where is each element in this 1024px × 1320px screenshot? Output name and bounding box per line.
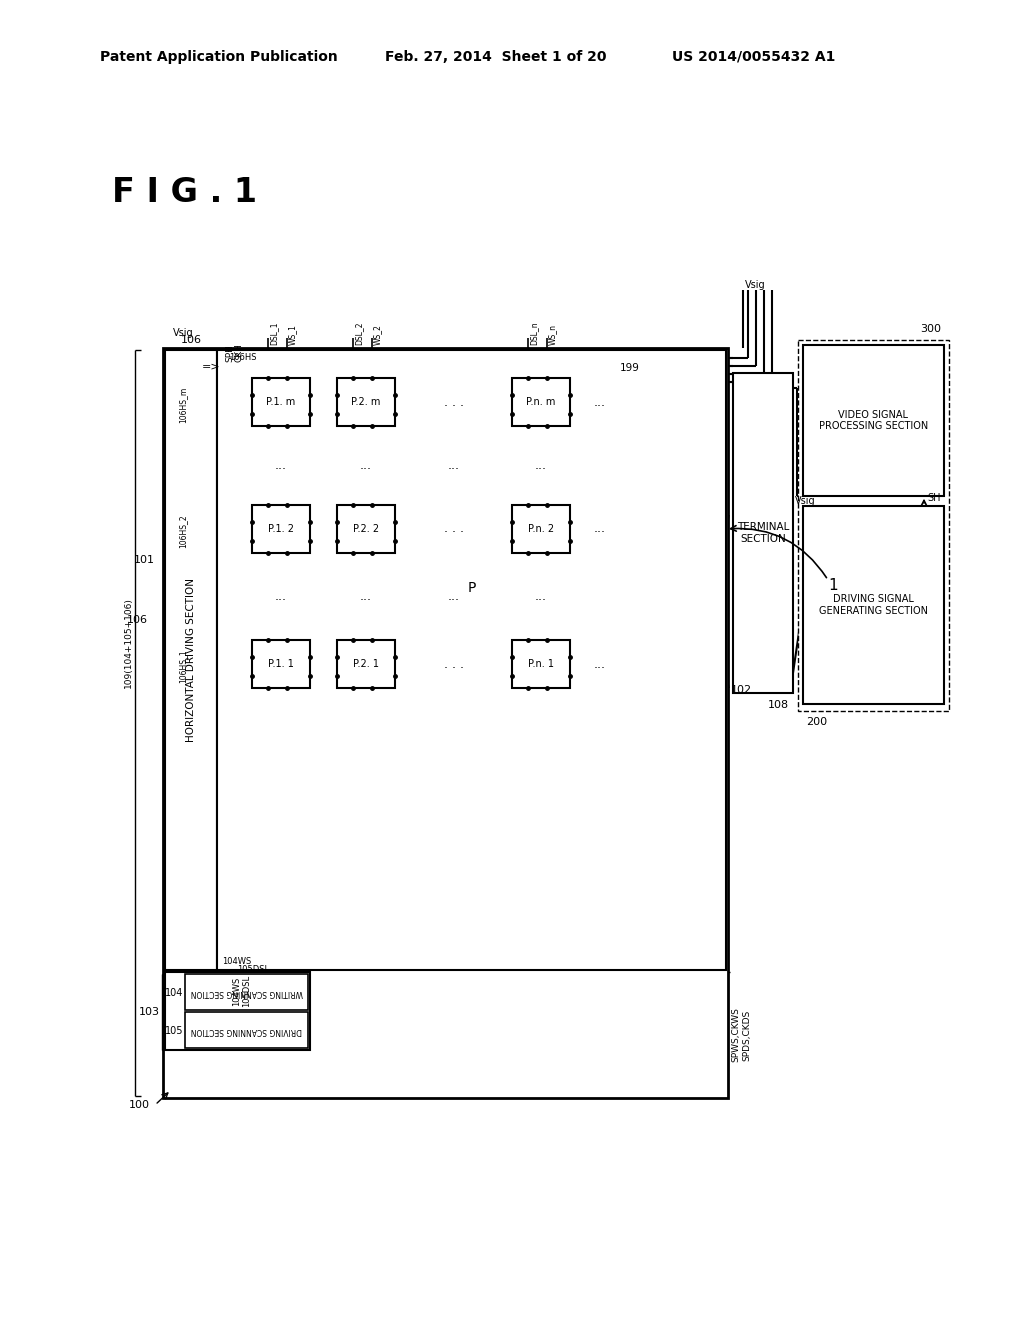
Text: DSL_n: DSL_n [529, 321, 539, 345]
Text: ...: ... [594, 657, 606, 671]
Bar [163, 348, 728, 1098]
Text: 101: 101 [134, 554, 155, 565]
Text: =>: => [202, 360, 220, 371]
Text: WS_2: WS_2 [373, 325, 382, 345]
Bar [217, 350, 726, 970]
Text: 300: 300 [920, 323, 941, 334]
Bar [252, 506, 310, 553]
Text: VIDEO SIGNAL
PROCESSING SECTION: VIDEO SIGNAL PROCESSING SECTION [819, 409, 928, 432]
Text: CKH: CKH [234, 343, 244, 363]
Text: SH: SH [927, 492, 940, 503]
Text: 109(104+105+106): 109(104+105+106) [124, 598, 132, 689]
Text: 106HS_m: 106HS_m [178, 387, 187, 422]
Text: P.n. 2: P.n. 2 [528, 524, 554, 535]
Text: P.2. 2: P.2. 2 [353, 524, 379, 535]
Text: WRITING SCANNING SECTION: WRITING SCANNING SECTION [190, 989, 303, 998]
Text: 108: 108 [767, 700, 788, 710]
Text: ...: ... [535, 590, 547, 603]
Text: F I G . 1: F I G . 1 [112, 177, 257, 210]
Text: ...: ... [594, 396, 606, 408]
Bar [798, 341, 949, 711]
Text: Vsig: Vsig [795, 496, 816, 506]
Bar [185, 1012, 308, 1048]
Text: WS_n: WS_n [548, 323, 557, 345]
Text: 105DSL: 105DSL [237, 965, 269, 974]
Text: 106: 106 [127, 615, 148, 624]
Bar [803, 506, 944, 704]
Text: ...: ... [275, 590, 287, 603]
Text: 104WS: 104WS [222, 957, 251, 966]
Text: . . .: . . . [443, 396, 464, 408]
Text: DSL_1: DSL_1 [269, 322, 279, 345]
Text: WS_1: WS_1 [288, 325, 297, 345]
Text: ...: ... [447, 590, 460, 603]
Text: P.2. m: P.2. m [351, 397, 381, 407]
Text: . . .: . . . [443, 657, 464, 671]
Text: ...: ... [594, 523, 606, 536]
Text: ...: ... [360, 590, 372, 603]
Text: ...: ... [275, 459, 287, 473]
Text: 106HS_2: 106HS_2 [178, 515, 187, 548]
Bar [165, 350, 217, 970]
Text: HORIZONTAL DRIVING SECTION: HORIZONTAL DRIVING SECTION [186, 578, 196, 742]
Text: . . .: . . . [443, 523, 464, 536]
Bar [252, 378, 310, 426]
Text: 104WS: 104WS [232, 977, 241, 1006]
Text: P.1. 2: P.1. 2 [268, 524, 294, 535]
Bar [252, 640, 310, 688]
Text: 106: 106 [180, 335, 202, 345]
Text: TERMINAL
SECTION: TERMINAL SECTION [737, 523, 790, 544]
Text: P: P [467, 581, 476, 595]
Text: 1: 1 [828, 578, 838, 593]
Text: Patent Application Publication: Patent Application Publication [100, 50, 338, 63]
Bar [803, 345, 944, 496]
Bar [512, 640, 570, 688]
Text: P.1. 1: P.1. 1 [268, 659, 294, 669]
Text: 106HS: 106HS [229, 354, 256, 363]
Text: 102: 102 [731, 685, 752, 696]
Text: 104: 104 [165, 987, 183, 998]
Bar [165, 972, 310, 1049]
Bar [185, 974, 308, 1010]
Bar [512, 506, 570, 553]
Text: Vsig: Vsig [745, 280, 766, 290]
Text: Feb. 27, 2014  Sheet 1 of 20: Feb. 27, 2014 Sheet 1 of 20 [385, 50, 606, 63]
Text: P.2. 1: P.2. 1 [353, 659, 379, 669]
Text: 100: 100 [129, 1100, 150, 1110]
Text: 199: 199 [620, 363, 640, 374]
Text: US 2014/0055432 A1: US 2014/0055432 A1 [672, 50, 836, 63]
Text: ...: ... [535, 459, 547, 473]
Text: DSL_2: DSL_2 [354, 322, 364, 345]
Text: SPWS,CKWS: SPWS,CKWS [731, 1007, 740, 1063]
Text: 105: 105 [165, 1026, 183, 1036]
Bar [733, 374, 793, 693]
Text: SPDS,CKDS: SPDS,CKDS [742, 1010, 752, 1061]
Bar [337, 640, 395, 688]
Text: SPH: SPH [225, 345, 234, 362]
Text: DRIVING SCANNING SECTION: DRIVING SCANNING SECTION [190, 1027, 302, 1035]
Text: 200: 200 [806, 717, 827, 727]
Bar [337, 378, 395, 426]
Text: P.n. m: P.n. m [526, 397, 556, 407]
Text: 106HS_1: 106HS_1 [178, 649, 187, 684]
Text: Vsig: Vsig [173, 327, 194, 338]
Text: 103: 103 [139, 1007, 160, 1016]
Text: P.n. 1: P.n. 1 [528, 659, 554, 669]
Text: 105DSL: 105DSL [242, 975, 251, 1007]
Text: DRIVING SIGNAL
GENERATING SECTION: DRIVING SIGNAL GENERATING SECTION [819, 594, 928, 615]
Text: ...: ... [447, 459, 460, 473]
Text: ...: ... [360, 459, 372, 473]
Text: P.1. m: P.1. m [266, 397, 296, 407]
Bar [337, 506, 395, 553]
Bar [512, 378, 570, 426]
